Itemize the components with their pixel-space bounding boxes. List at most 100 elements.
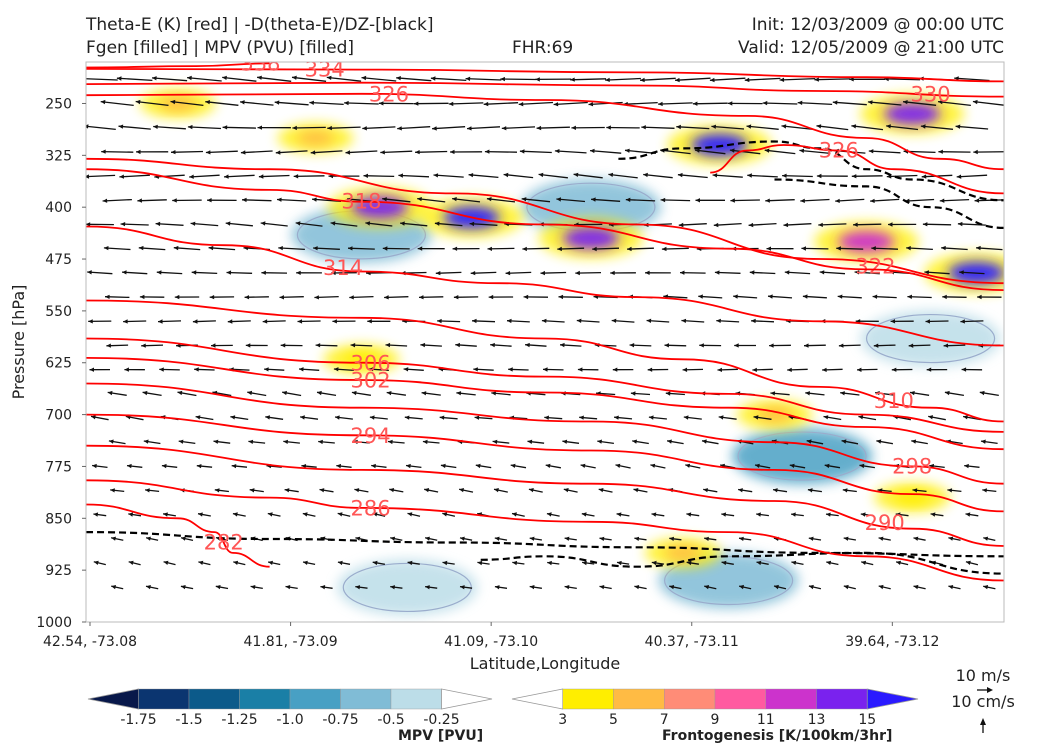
wind-vector-head — [570, 77, 575, 82]
wind-vector — [518, 101, 554, 106]
wind-vector-head — [425, 536, 430, 541]
plot-area — [86, 62, 1004, 622]
x-tick-label: 41.09, -73.10 — [444, 634, 538, 650]
wind-vector-head — [153, 124, 158, 129]
wind-vector-head — [198, 560, 204, 565]
wind-vector-head — [173, 245, 179, 251]
wind-vector-head — [878, 584, 884, 590]
wind-vector-head — [336, 463, 341, 469]
wind-vector — [536, 126, 570, 129]
wind-vector — [556, 198, 586, 203]
colorbar-segment — [239, 688, 291, 710]
wind-vector-head — [419, 295, 424, 300]
wind-vector-head — [93, 512, 99, 517]
wind-vector-head — [389, 488, 395, 493]
wind-vector-head — [315, 343, 321, 348]
wind-vector-head — [903, 100, 908, 105]
wind-vector-head — [245, 343, 251, 348]
wind-vector-head — [86, 124, 89, 129]
wind-vector-head — [581, 512, 587, 517]
wind-vector-head — [886, 124, 891, 129]
wind-vector-head — [424, 488, 430, 493]
wind-vector-head — [832, 100, 838, 105]
wind-vector-head — [695, 198, 700, 203]
y-tick-label: 700 — [45, 408, 72, 424]
wind-vector — [640, 77, 676, 81]
wind-vector-head — [779, 77, 785, 82]
wind-vector-head — [714, 270, 720, 275]
wind-vector-head — [614, 415, 619, 420]
wind-vector-head — [448, 101, 454, 107]
title-line-2: Fgen [filled] | MPV (PVU) [filled] — [86, 38, 355, 58]
theta-e-label: 330 — [911, 82, 951, 106]
wind-vector-head — [279, 295, 284, 300]
wind-vector-head — [295, 221, 301, 226]
wind-vector-head — [390, 536, 396, 541]
wind-vector-head — [591, 197, 596, 202]
wind-vector-head — [615, 463, 621, 468]
wind-vector — [222, 126, 257, 129]
wind-vector — [187, 76, 222, 82]
wind-vector-head — [836, 246, 841, 251]
wind-vector-head — [686, 560, 692, 566]
wind-vector — [275, 150, 308, 154]
wind-vector — [868, 150, 901, 154]
wind-vector-head — [942, 294, 947, 300]
wind-vector-head — [400, 221, 405, 226]
wind-vector-head — [748, 222, 754, 228]
wind-vector-head — [791, 560, 797, 565]
theta-e-contour — [86, 299, 1004, 423]
wind-vector-head — [459, 488, 464, 493]
wind-vector-head — [187, 75, 192, 81]
wind-vector — [713, 222, 742, 226]
theta-e-label: 338 — [240, 52, 280, 76]
wind-vector-head — [386, 391, 392, 396]
wind-vector-head — [155, 221, 161, 227]
wind-vector-head — [460, 536, 465, 541]
wind-vector — [538, 173, 568, 179]
wind-vector-head — [541, 318, 547, 323]
wind-vector — [955, 125, 989, 130]
wind-vector — [260, 222, 288, 227]
wind-vector — [330, 222, 358, 227]
wind-vector-head — [347, 197, 352, 202]
wind-vector-head — [403, 367, 409, 372]
wind-vector-head — [122, 270, 127, 275]
wind-vector-head — [477, 560, 483, 566]
wind-vector — [554, 150, 587, 154]
wind-vector-head — [124, 367, 129, 372]
wind-vector — [465, 77, 502, 81]
wind-vector-head — [474, 415, 480, 420]
wind-vector — [345, 150, 378, 154]
colorbar-segment — [816, 688, 868, 710]
wind-vector-head — [107, 390, 113, 396]
wind-vector-head — [507, 318, 512, 324]
theta-e-label: 282 — [204, 530, 244, 554]
plot-background — [86, 62, 1004, 622]
wind-vector — [660, 199, 691, 202]
wind-vector-head — [634, 585, 640, 590]
wind-vector — [519, 150, 552, 154]
wind-vector — [86, 78, 118, 81]
wind-vector-head — [973, 149, 978, 155]
wind-vector-head — [88, 319, 93, 324]
wind-vector-head — [922, 222, 928, 227]
wind-vector-head — [282, 390, 287, 396]
wind-vector-head — [961, 367, 967, 372]
wind-vector — [814, 78, 851, 81]
wind-vector-head — [704, 536, 709, 541]
colorbar-segment — [765, 688, 817, 710]
wind-vector-head — [664, 343, 669, 348]
colorbar-tick-label: 11 — [757, 712, 775, 728]
wind-vector-head — [608, 172, 614, 177]
wind-vector — [939, 198, 970, 202]
fgen-region-core — [297, 131, 334, 146]
wind-vector-head — [616, 512, 622, 517]
wind-vector-head — [240, 100, 245, 105]
wind-vector-head — [645, 270, 650, 275]
wind-vector — [154, 174, 185, 178]
wind-vector — [592, 247, 620, 250]
wind-vector-head — [302, 512, 308, 517]
wind-vector-head — [369, 415, 375, 420]
x-tick-label: 41.81, -73.09 — [244, 634, 338, 650]
